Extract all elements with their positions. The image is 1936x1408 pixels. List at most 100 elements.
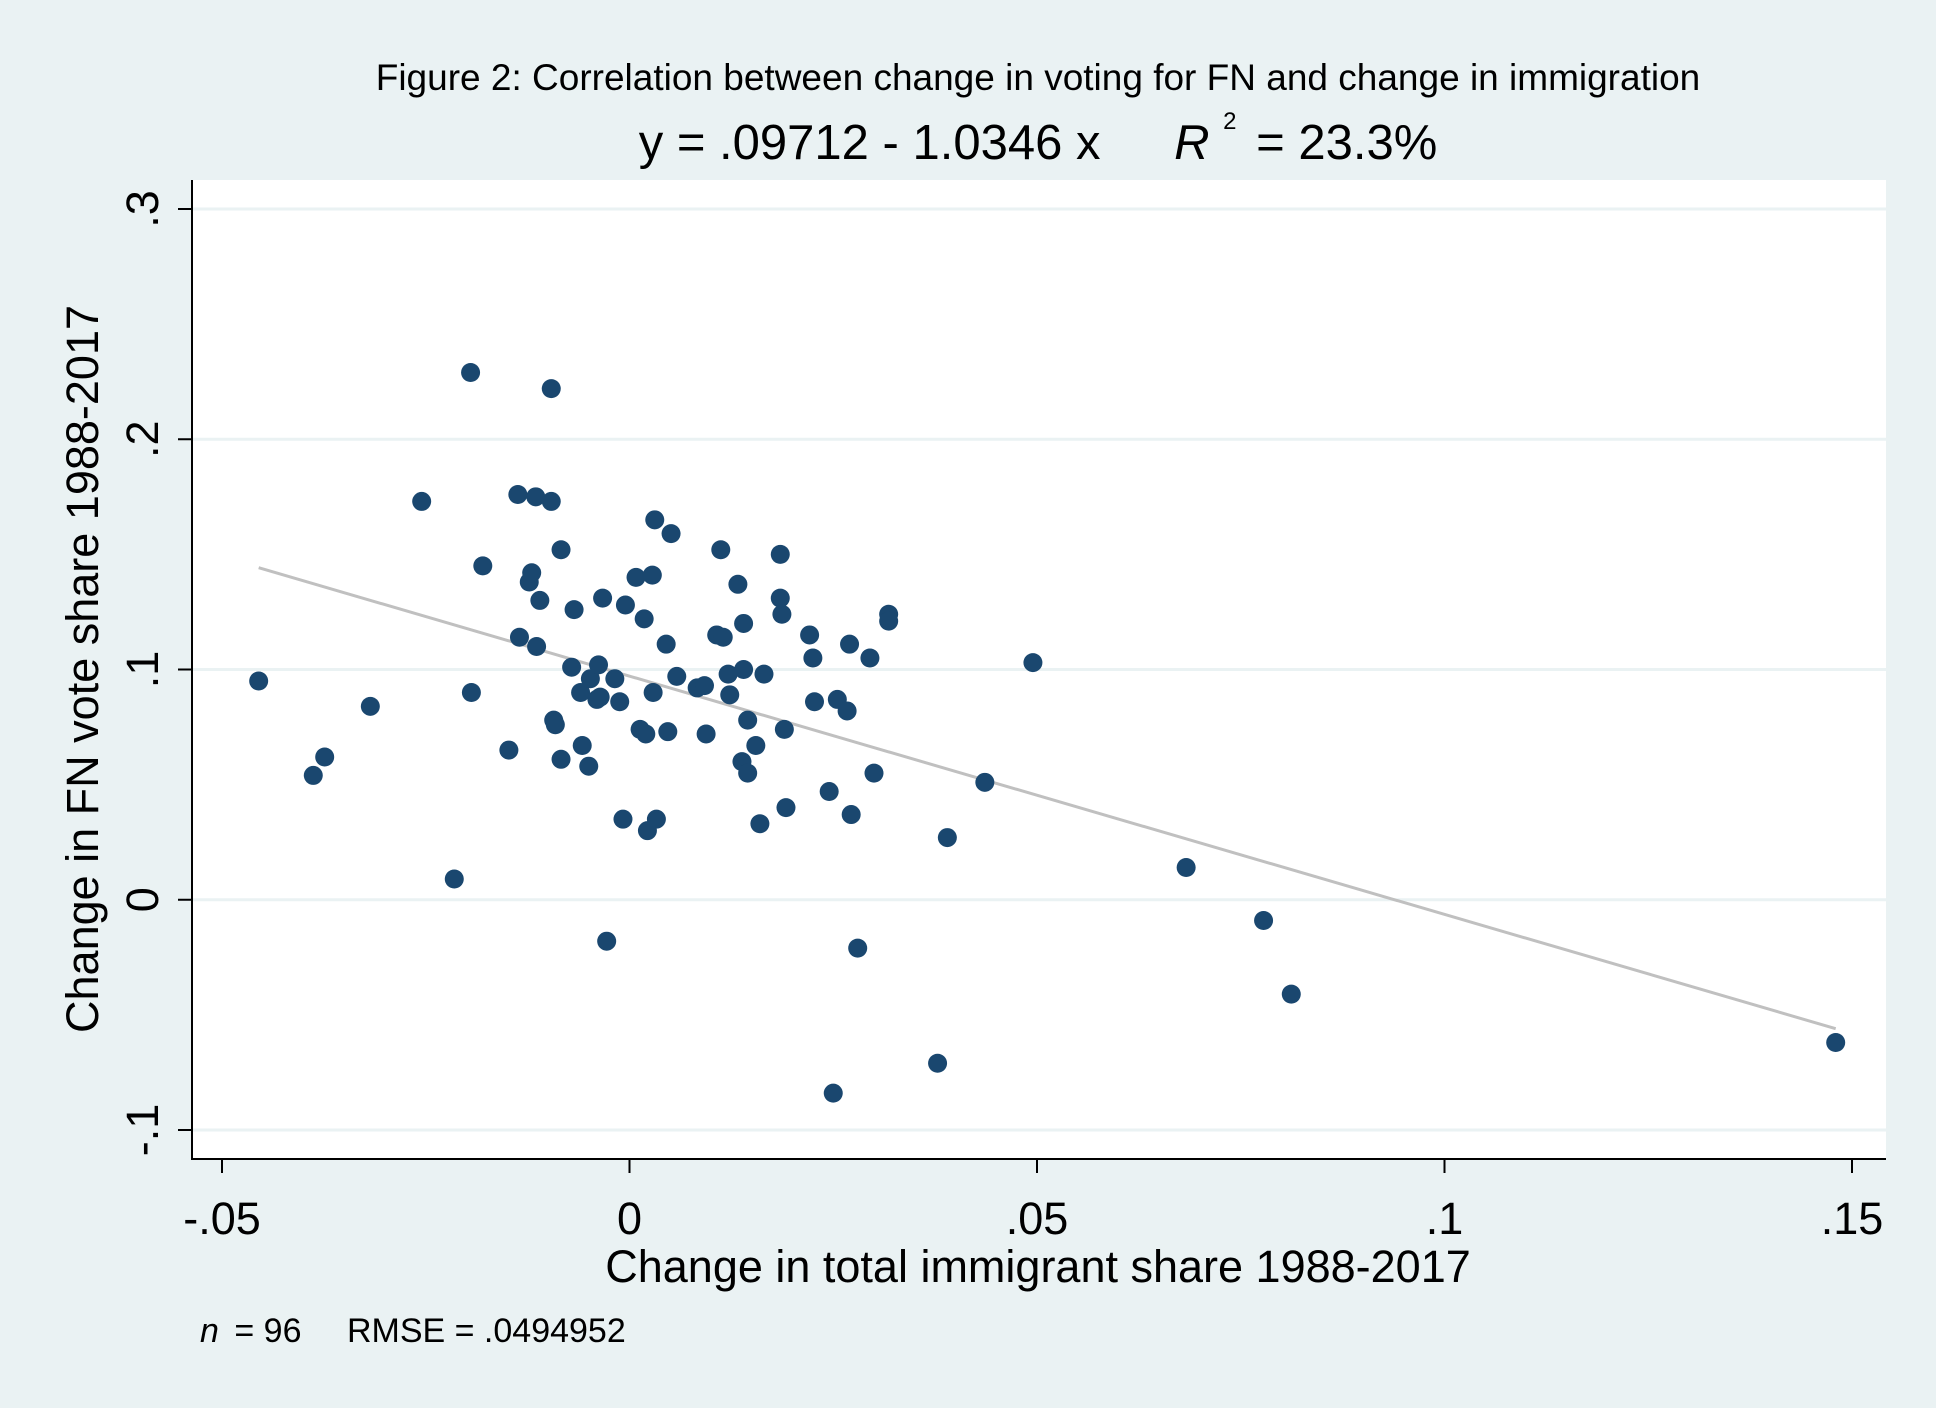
data-point-43 [642, 565, 662, 585]
chart-subtitle: y = .09712 - 1.0346 x R 2 = 23.3% [639, 86, 1438, 170]
data-point-24 [564, 600, 584, 620]
data-point-48 [658, 722, 678, 742]
y-axis-ticks: -.1 0 .1 .2 .3 [117, 190, 192, 1156]
chart-title: Figure 2: Correlation between change in … [376, 57, 1701, 98]
data-point-11 [509, 627, 529, 647]
y-tick-label-1: 0 [117, 887, 168, 912]
data-point-82 [848, 938, 868, 958]
data-point-80 [840, 634, 860, 654]
data-point-94 [1826, 1033, 1846, 1053]
x-tick-label-4: .15 [1821, 1193, 1884, 1244]
x-axis-ticks: -.05 0 .05 .1 .15 [183, 1159, 1883, 1244]
data-point-45 [645, 510, 665, 530]
data-point-86 [879, 611, 899, 631]
gridlines [193, 207, 1886, 1132]
subtitle-r2-superscript: 2 [1223, 108, 1236, 135]
data-point-65 [746, 735, 766, 755]
data-point-70 [772, 604, 792, 624]
data-point-91 [1176, 858, 1196, 878]
data-point-22 [551, 749, 571, 769]
data-point-37 [615, 595, 635, 615]
data-point-9 [499, 740, 519, 760]
data-point-36 [613, 809, 633, 829]
data-point-69 [770, 588, 790, 608]
data-point-18 [541, 491, 561, 511]
data-point-5 [444, 869, 464, 889]
data-point-87 [928, 1053, 948, 1073]
data-point-63 [738, 763, 758, 783]
data-point-76 [819, 782, 839, 802]
y-tick-label-0: -.1 [117, 1104, 168, 1157]
data-point-46 [646, 809, 666, 829]
data-point-40 [634, 609, 654, 629]
data-point-59 [728, 574, 748, 594]
data-point-57 [718, 664, 738, 684]
data-point-67 [754, 664, 774, 684]
data-point-30 [589, 655, 609, 675]
data-point-32 [593, 588, 613, 608]
data-point-26 [572, 735, 592, 755]
note-n-value: = 96 [234, 1312, 301, 1350]
data-point-81 [841, 805, 861, 825]
data-point-21 [551, 540, 571, 560]
data-point-77 [823, 1083, 843, 1103]
data-point-92 [1254, 910, 1274, 930]
note-text: n = 96 RMSE = .0494952 [200, 1312, 626, 1350]
data-point-84 [864, 763, 884, 783]
data-point-1 [303, 765, 323, 785]
data-point-75 [805, 692, 825, 712]
data-point-16 [530, 590, 550, 610]
data-point-44 [643, 683, 663, 703]
data-point-56 [713, 627, 733, 647]
x-tick-label-0: -.05 [183, 1193, 261, 1244]
data-point-93 [1281, 984, 1301, 1004]
data-points [249, 362, 1846, 1103]
subtitle-r2-value: = 23.3% [1256, 116, 1437, 170]
data-point-50 [667, 666, 687, 686]
x-tick-label-1: 0 [617, 1193, 642, 1244]
data-point-88 [937, 828, 957, 848]
data-point-7 [461, 683, 481, 703]
data-point-61 [734, 660, 754, 679]
data-point-74 [803, 648, 823, 668]
data-point-41 [636, 724, 656, 744]
x-axis-label: Change in total immigrant share 1988-201… [605, 1241, 1471, 1292]
x-tick-label-2: .05 [1006, 1193, 1069, 1244]
data-point-73 [800, 625, 820, 645]
data-point-8 [473, 556, 493, 576]
note-n-label: n [200, 1312, 219, 1350]
data-point-14 [526, 487, 546, 507]
data-point-64 [738, 710, 758, 730]
subtitle-equation: y = .09712 - 1.0346 x [639, 116, 1101, 170]
data-point-71 [774, 719, 794, 739]
data-point-33 [597, 931, 617, 951]
y-axis-label: Change in FN vote share 1988-2017 [57, 305, 108, 1033]
note-rmse: RMSE = .0494952 [347, 1312, 626, 1350]
data-point-0 [249, 671, 269, 691]
data-point-90 [1023, 653, 1043, 673]
data-point-58 [720, 685, 740, 705]
data-point-3 [360, 696, 380, 716]
data-point-23 [562, 657, 582, 677]
data-point-83 [860, 648, 880, 668]
data-point-6 [461, 362, 481, 382]
data-point-25 [571, 683, 591, 703]
data-point-35 [610, 692, 630, 712]
data-point-79 [837, 701, 857, 721]
data-point-28 [580, 669, 600, 689]
y-tick-label-3: .2 [117, 420, 168, 458]
data-point-10 [508, 485, 528, 505]
data-point-53 [696, 724, 716, 744]
data-point-62 [734, 613, 754, 633]
data-point-68 [770, 544, 790, 564]
data-point-52 [694, 676, 714, 696]
data-point-31 [590, 687, 610, 707]
subtitle-r2-label: R [1174, 116, 1209, 170]
data-point-34 [605, 669, 625, 689]
data-point-66 [750, 814, 770, 834]
data-point-89 [975, 772, 995, 792]
data-point-20 [545, 715, 565, 735]
data-point-38 [626, 567, 646, 587]
data-point-27 [579, 756, 599, 776]
